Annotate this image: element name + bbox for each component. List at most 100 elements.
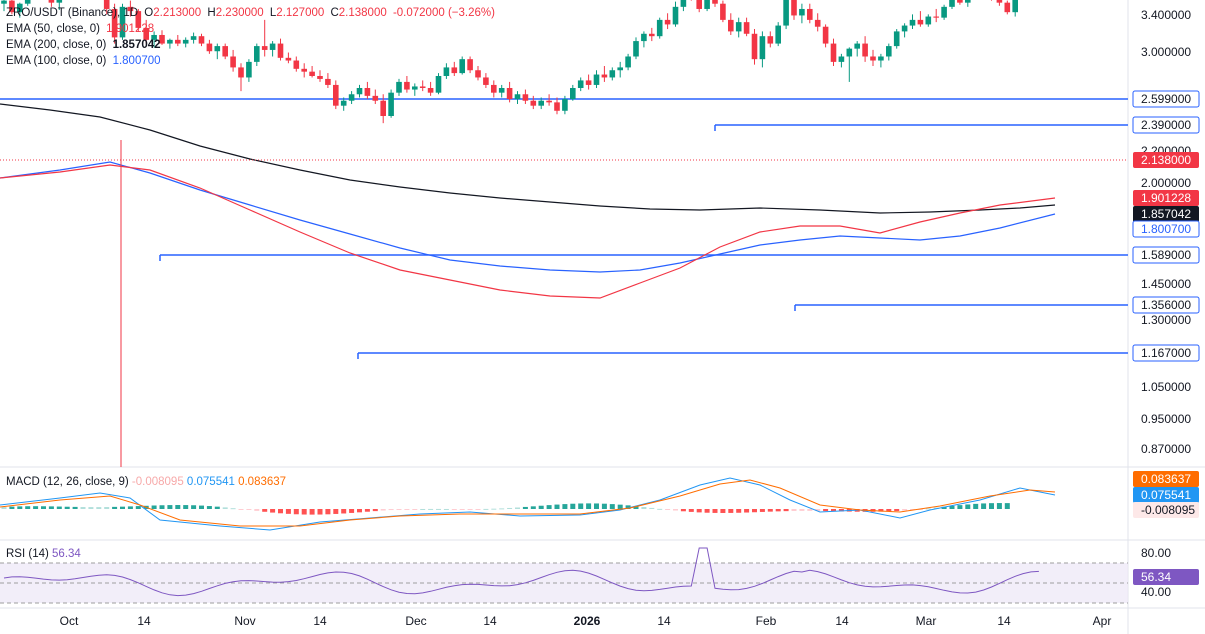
macd-histogram-bar (720, 509, 726, 513)
candle-body (656, 19, 663, 37)
change-value: -0.072000 (−3.26%) (392, 7, 495, 19)
candle (917, 11, 924, 27)
candle (712, 0, 718, 7)
macd-histogram-bar (48, 506, 54, 509)
macd-histogram-bar (183, 505, 189, 509)
macd-histogram-bar (649, 507, 655, 509)
candle-body (775, 25, 781, 44)
candle-body (870, 56, 876, 61)
candle (412, 83, 418, 96)
ema100-legend[interactable]: EMA (100, close, 0) 1.800700 (6, 54, 164, 68)
candle (372, 89, 379, 105)
candle (1004, 0, 1011, 15)
macd-histogram-bar (167, 505, 173, 509)
candle (854, 41, 860, 57)
candle-body (167, 39, 173, 44)
candle-body (143, 27, 149, 40)
macd-histogram-bar (467, 509, 473, 510)
macd-histogram-bar (372, 509, 378, 512)
ema50-label: EMA (50, close, 0) (6, 23, 100, 35)
rsi-legend[interactable]: RSI (14) 56.34 (6, 548, 81, 560)
candle (901, 23, 908, 38)
time-tick-label: 14 (657, 614, 671, 628)
macd-legend[interactable]: MACD (12, 26, close, 9) -0.008095 0.0755… (6, 476, 286, 488)
time-tick-label: Mar (916, 614, 937, 628)
candle (198, 33, 205, 47)
candle-body (957, 0, 963, 3)
candle (364, 81, 371, 100)
macd-histogram-bar (33, 506, 39, 509)
candle (340, 97, 347, 111)
candle (246, 59, 252, 82)
macd-histogram-bar (878, 509, 884, 512)
candle (317, 70, 323, 82)
time-tick-label: 2026 (574, 614, 601, 628)
macd-line-tag (1133, 487, 1199, 503)
candle (530, 95, 537, 110)
macd-histogram-bar (515, 507, 520, 509)
macd-histogram-bar (135, 506, 141, 509)
candle (546, 94, 552, 106)
price-tick-label: 3.400000 (1141, 8, 1191, 22)
macd-histogram-bar (175, 505, 181, 509)
candle-body (514, 94, 521, 100)
macd-histogram-bar (151, 505, 157, 509)
macd-histogram-bar (396, 509, 402, 510)
candle (783, 0, 789, 30)
ema200-line (0, 103, 1056, 214)
candle-body (498, 87, 505, 93)
candle-body (388, 92, 394, 116)
candle-body (230, 56, 236, 68)
candle-body (814, 19, 821, 27)
open-value: 2.213000 (153, 7, 202, 19)
ema50-legend[interactable]: EMA (50, close, 0) 1.901228 (6, 22, 157, 36)
macd-histogram-bar (96, 507, 102, 509)
macd-histogram-bar (609, 504, 615, 509)
macd-histogram-bar (657, 508, 663, 510)
candle-body (333, 84, 339, 106)
candle-body (1, 0, 7, 4)
macd-histogram-bar (712, 509, 718, 513)
ema200-label: EMA (200, close, 0) (6, 39, 107, 51)
macd-histogram-bar (744, 509, 750, 513)
candle-body (830, 43, 837, 62)
candle-body (396, 81, 402, 93)
candle (333, 80, 339, 110)
candle (254, 43, 260, 67)
candle (862, 36, 868, 62)
candle-body (878, 56, 884, 61)
level-tag (1132, 344, 1200, 362)
macd-histogram-bar (72, 506, 78, 509)
level-tag (1132, 246, 1200, 264)
macd-signal-line (0, 479, 1056, 527)
macd-histogram-bar (507, 507, 513, 509)
candle (427, 81, 434, 96)
ema200-legend[interactable]: EMA (200, close, 0) 1.857042 (6, 38, 164, 52)
candle (475, 66, 481, 81)
macd-histogram-bar (285, 509, 291, 514)
candle-body (601, 74, 608, 78)
candle (238, 63, 244, 92)
candle (190, 32, 197, 44)
candle (143, 19, 149, 44)
macd-histogram-bar (538, 505, 544, 509)
candle-body (996, 0, 1003, 3)
candle (206, 39, 213, 54)
candle (491, 80, 497, 98)
candle (933, 8, 939, 23)
candle-body (48, 0, 55, 3)
candle (814, 13, 821, 32)
candle (167, 38, 173, 49)
candle (135, 8, 142, 32)
macd-histogram-bar (957, 505, 963, 509)
candle (735, 17, 742, 38)
candle-body (17, 3, 23, 13)
price-axis: 3.4000003.0000002.6000002.2000002.000000… (1141, 8, 1191, 483)
macd-signal-value: 0.083637 (238, 476, 287, 488)
candle (893, 29, 900, 49)
macd-histogram-bar (388, 509, 394, 511)
candle-body (111, 8, 118, 38)
macd-histogram-bar (451, 509, 457, 510)
candle-body (206, 43, 213, 52)
